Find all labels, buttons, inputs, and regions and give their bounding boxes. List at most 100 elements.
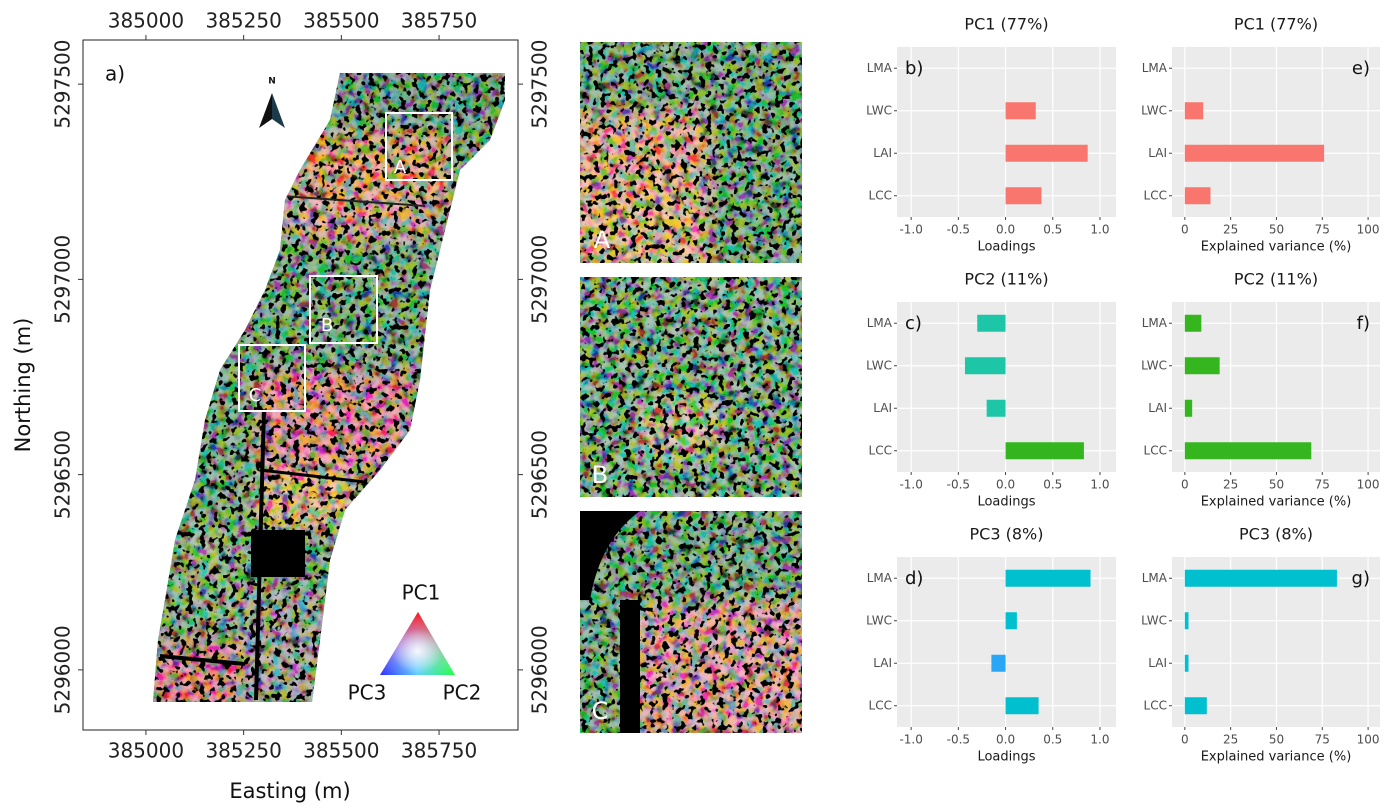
x-tick-label: 50	[1269, 478, 1284, 492]
chart-title: PC1 (77%)	[1234, 15, 1318, 34]
y-tick-label: 5296000	[528, 625, 552, 714]
x-tick-label: 385250	[205, 739, 281, 763]
bar	[1185, 655, 1189, 672]
bar	[1185, 145, 1324, 162]
y-axis-title: Northing (m)	[11, 318, 35, 453]
panel-label: e)	[1352, 58, 1370, 79]
page: {"map": { "xlabel": "Easting (m)", "ylab…	[0, 0, 1395, 808]
x-tick-label: 385250	[205, 9, 281, 33]
bar	[1006, 102, 1036, 119]
y-tick-label: LCC	[1144, 188, 1167, 202]
chart-title: PC2 (11%)	[1234, 270, 1318, 289]
panel-label: b)	[905, 58, 923, 79]
x-tick-label: 1.0	[1090, 478, 1109, 492]
x-tick-label: 75	[1315, 478, 1330, 492]
bar	[1185, 442, 1311, 459]
y-tick-label: LAI	[873, 401, 892, 415]
zoom-label: B	[592, 461, 608, 489]
x-tick-label: 0.5	[1043, 733, 1062, 747]
x-axis-title: Explained variance (%)	[1201, 750, 1352, 765]
chart-title: PC2 (11%)	[964, 270, 1048, 289]
bar	[1006, 570, 1091, 587]
x-tick-label: 1.0	[1090, 223, 1109, 237]
y-tick-label: LWC	[1141, 103, 1167, 117]
panel-label: c)	[905, 313, 922, 334]
box-label: A	[394, 157, 407, 178]
bar	[1006, 145, 1088, 162]
zoom-label: A	[594, 226, 611, 254]
y-tick-label: LMA	[1142, 316, 1168, 330]
y-tick-label: LAI	[1148, 656, 1167, 670]
bar	[1185, 187, 1211, 204]
bar	[1185, 612, 1189, 629]
figure: a) N A B C A B C PC1 PC3 PC2 Easting (m)…	[0, 0, 1395, 808]
bar	[1006, 187, 1042, 204]
x-tick-label: 0	[1181, 478, 1189, 492]
x-tick-label: -0.5	[947, 223, 970, 237]
x-tick-label: 385500	[303, 9, 379, 33]
panel-label: g)	[1352, 568, 1370, 589]
bar	[987, 400, 1006, 417]
bar	[965, 357, 1006, 374]
box-label: B	[321, 315, 333, 336]
y-tick-label: LMA	[867, 316, 893, 330]
x-tick-label: 25	[1223, 478, 1238, 492]
y-tick-label: LMA	[1142, 61, 1168, 75]
y-tick-label: LAI	[1148, 146, 1167, 160]
y-tick-label: 5297500	[51, 40, 75, 129]
y-tick-label: LMA	[1142, 571, 1168, 585]
x-tick-label: 75	[1315, 733, 1330, 747]
y-tick-label: 5297500	[528, 40, 552, 129]
bar	[1006, 697, 1039, 714]
x-tick-label: 385000	[108, 9, 184, 33]
chart-title: PC1 (77%)	[964, 15, 1048, 34]
x-tick-label: -1.0	[899, 733, 922, 747]
x-tick-label: 0	[1181, 733, 1189, 747]
bar	[1185, 697, 1207, 714]
zoom-image	[580, 277, 802, 497]
y-tick-label: LMA	[867, 571, 893, 585]
y-tick-label: 5297000	[528, 235, 552, 324]
bar	[1185, 400, 1192, 417]
bar	[1185, 315, 1201, 332]
x-tick-label: 1.0	[1090, 733, 1109, 747]
bar	[977, 315, 1005, 332]
x-tick-label: 0.5	[1043, 478, 1062, 492]
y-tick-label: LCC	[869, 698, 892, 712]
box-label: C	[249, 385, 262, 406]
y-tick-label: LWC	[866, 358, 892, 372]
panel-label: d)	[905, 568, 923, 589]
x-tick-label: 0.5	[1043, 223, 1062, 237]
bar	[1006, 612, 1017, 629]
x-axis-title: Loadings	[977, 750, 1035, 765]
x-tick-label: 100	[1357, 478, 1380, 492]
panel-label: f)	[1357, 313, 1370, 334]
y-tick-label: LCC	[869, 188, 892, 202]
x-tick-label: 385000	[108, 739, 184, 763]
bar	[1185, 570, 1337, 587]
y-tick-label: LCC	[869, 443, 892, 457]
x-tick-label: 385750	[401, 739, 477, 763]
x-tick-label: 75	[1315, 223, 1330, 237]
x-tick-label: 100	[1357, 223, 1380, 237]
y-tick-label: 5296500	[51, 430, 75, 519]
y-tick-label: 5296500	[528, 430, 552, 519]
y-tick-label: LAI	[873, 656, 892, 670]
legend-label: PC1	[402, 581, 441, 605]
x-tick-label: 25	[1223, 223, 1238, 237]
x-axis-title: Explained variance (%)	[1201, 240, 1352, 255]
bar	[1185, 357, 1220, 374]
legend-label: PC3	[348, 681, 387, 705]
y-tick-label: LCC	[1144, 698, 1167, 712]
y-tick-label: LWC	[866, 103, 892, 117]
y-tick-label: LMA	[867, 61, 893, 75]
zoom-label: C	[592, 697, 609, 725]
x-tick-label: 385750	[401, 9, 477, 33]
bar	[1185, 102, 1203, 119]
x-tick-label: 100	[1357, 733, 1380, 747]
y-tick-label: LWC	[1141, 358, 1167, 372]
x-tick-label: 50	[1269, 223, 1284, 237]
x-tick-label: -0.5	[947, 478, 970, 492]
x-tick-label: 0	[1181, 223, 1189, 237]
x-axis-title: Easting (m)	[229, 779, 350, 803]
